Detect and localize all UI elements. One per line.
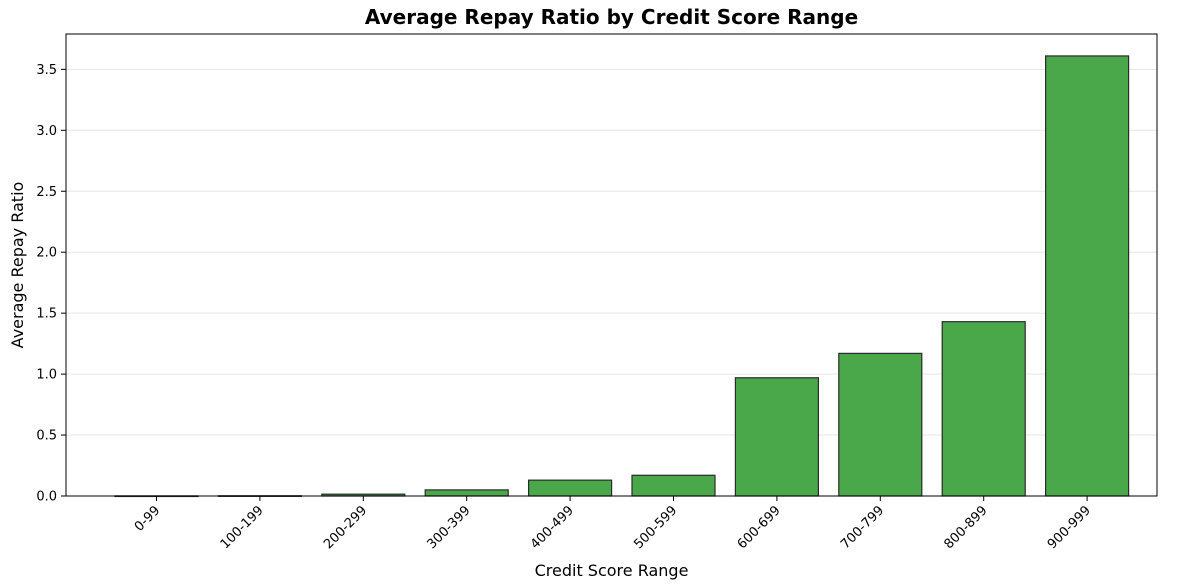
x-tick-label: 900-999 (1045, 503, 1094, 552)
bar (527, 479, 613, 497)
x-tick-label: 200-299 (321, 503, 370, 552)
y-tick-label: 0.5 (36, 429, 57, 444)
y-tick-label: 1.0 (36, 368, 57, 383)
x-tick-label: 700-799 (838, 503, 887, 552)
grid-lines (66, 68, 1157, 497)
x-tick-label: 0-99 (132, 503, 163, 534)
y-tick-label: 0.0 (36, 490, 57, 505)
y-axis-ticks: 0.0 0.5 1.0 1.5 2.0 2.5 3.0 3.5 (36, 63, 66, 505)
plot-frame (65, 33, 1158, 497)
y-tick-label: 2.5 (36, 185, 57, 200)
bar (1044, 55, 1130, 497)
y-tick-label: 3.0 (36, 124, 57, 139)
x-axis-title: Credit Score Range (535, 561, 689, 580)
y-tick-label: 2.0 (36, 246, 57, 261)
x-tick-label: 400-499 (528, 503, 577, 552)
x-tick-label: 800-899 (942, 503, 991, 552)
y-axis-title: Average Repay Ratio (8, 182, 27, 349)
bar (424, 489, 509, 497)
x-tick-label: 500-599 (631, 503, 680, 552)
bar (631, 474, 716, 497)
x-axis-ticks: 0-99 100-199 200-299 300-399 400-499 500-599 6… (132, 496, 1094, 552)
x-tick-label: 300-399 (425, 503, 474, 552)
chart-title: Average Repay Ratio by Credit Score Rang… (365, 5, 858, 29)
y-tick-label: 3.5 (36, 63, 57, 78)
bar (734, 377, 820, 497)
bar (941, 321, 1026, 497)
x-tick-label: 100-199 (218, 503, 267, 552)
y-tick-label: 1.5 (36, 307, 57, 322)
bar (838, 352, 923, 497)
bars (114, 55, 1130, 498)
x-tick-label: 600-699 (735, 503, 784, 552)
